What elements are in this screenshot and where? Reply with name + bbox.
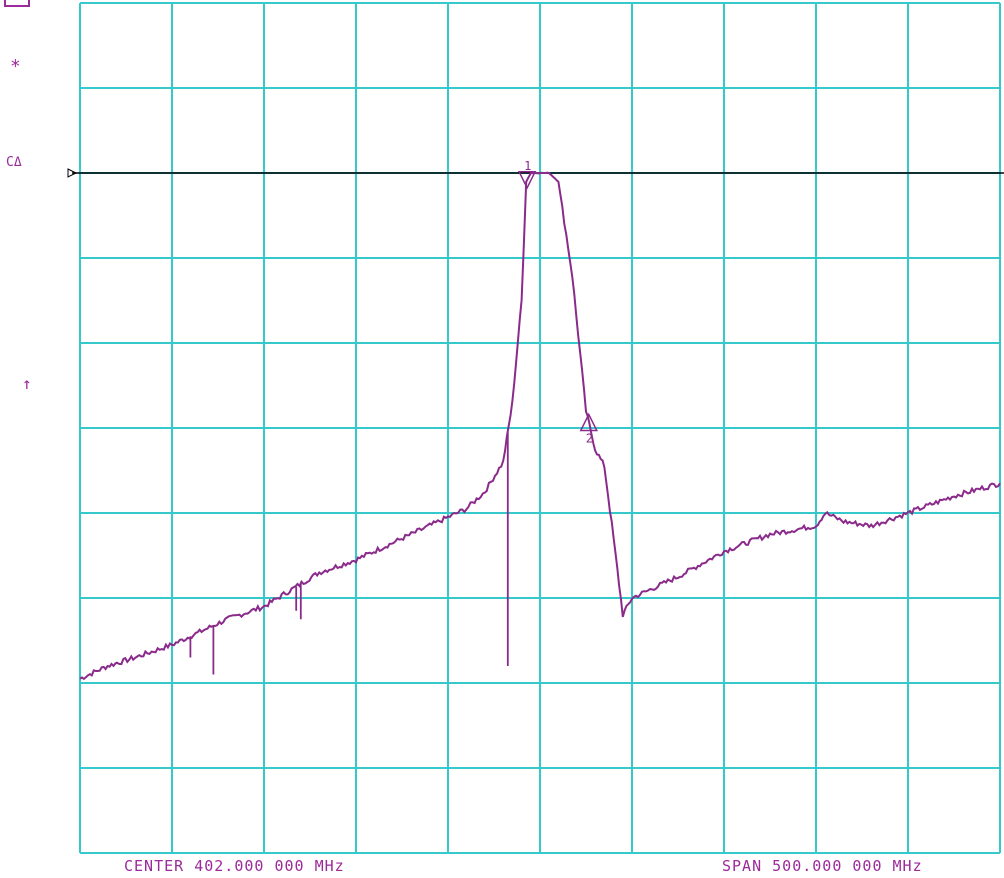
graticule	[80, 3, 1000, 853]
span-frequency-label: SPAN 500.000 000 MHz	[722, 857, 923, 875]
up-arrow-icon: ↑	[22, 374, 32, 393]
channel-delta-label: CΔ	[6, 155, 22, 170]
marker-2-label: 2	[586, 431, 593, 445]
star-annotation: *	[10, 56, 21, 77]
marker-1-label: 1	[524, 159, 531, 173]
center-frequency-label: CENTER 402.000 000 MHz	[124, 857, 345, 875]
corner-indicator	[4, 0, 30, 7]
